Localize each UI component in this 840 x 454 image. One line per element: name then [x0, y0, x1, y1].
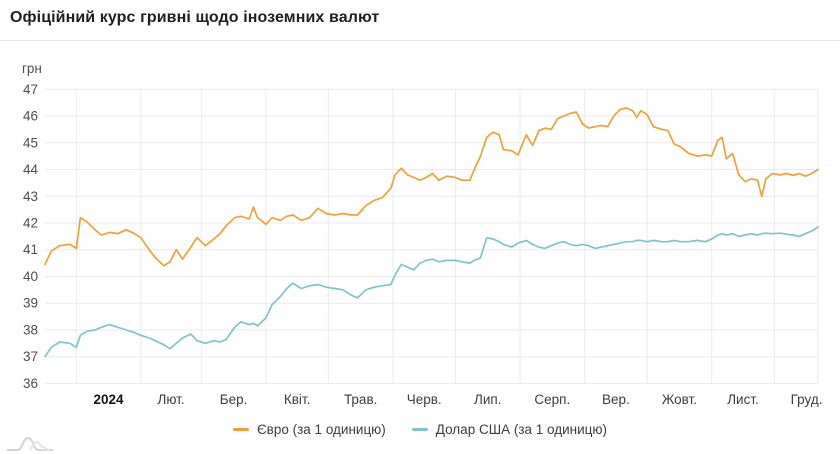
usd-line-swatch — [411, 428, 428, 431]
x-axis-month-label: Серп. — [534, 392, 570, 407]
x-axis-month-label: Лист. — [727, 392, 759, 407]
y-axis-tick-label: 38 — [23, 322, 38, 337]
usd-rate-line[interactable] — [44, 226, 819, 358]
y-axis-tick-label: 44 — [23, 162, 39, 177]
x-axis-month-label: Лип. — [474, 392, 501, 407]
legend-label-usd: Долар США (за 1 одиницю) — [435, 422, 608, 437]
exchange-rate-chart: 47 46 45 44 43 42 41 40 39 38 37 36 2024 Лют. Бер. Квіт… — [23, 82, 823, 407]
chart-legend: Євро (за 1 одиницю) Долар США (за 1 один… — [0, 422, 840, 437]
y-axis-tick-label: 42 — [23, 216, 38, 231]
y-axis-tick-label: 36 — [23, 376, 38, 391]
page-title: Офіційний курс гривні щодо іноземних вал… — [10, 9, 380, 26]
x-axis-month-label: Квіт. — [284, 392, 310, 407]
y-axis-tick-label: 41 — [23, 242, 38, 257]
x-axis-month-label: Вер. — [602, 392, 630, 407]
legend-label-euro: Євро (за 1 одиницю) — [256, 422, 386, 437]
euro-rate-line[interactable] — [44, 107, 819, 267]
y-axis-tick-label: 40 — [23, 269, 38, 284]
y-axis-tick-label: 46 — [23, 109, 38, 124]
x-axis-month-label: Трав. — [344, 392, 377, 407]
header-divider — [0, 40, 840, 41]
x-axis-month-label: Бер. — [220, 392, 248, 407]
y-axis-tick-label: 37 — [23, 349, 38, 364]
x-axis-month-label: Груд. — [791, 392, 823, 407]
x-axis-month-label: Черв. — [407, 392, 442, 407]
y-axis-tick-label: 39 — [23, 296, 38, 311]
y-axis-tick-label: 43 — [23, 189, 38, 204]
x-axis-year-label: 2024 — [94, 392, 125, 407]
x-axis-month-label: Лют. — [157, 392, 184, 407]
y-axis-tick-label: 47 — [23, 82, 38, 97]
minfin-watermark-icon — [7, 436, 53, 451]
x-axis-month-label: Жовт. — [662, 392, 697, 407]
legend-item-euro[interactable]: Євро (за 1 одиницю) — [232, 422, 386, 437]
legend-item-usd[interactable]: Долар США (за 1 одиницю) — [411, 422, 608, 437]
y-axis-tick-label: 45 — [23, 135, 38, 150]
y-axis-unit-label: грн — [22, 61, 42, 76]
euro-line-swatch — [232, 428, 249, 431]
